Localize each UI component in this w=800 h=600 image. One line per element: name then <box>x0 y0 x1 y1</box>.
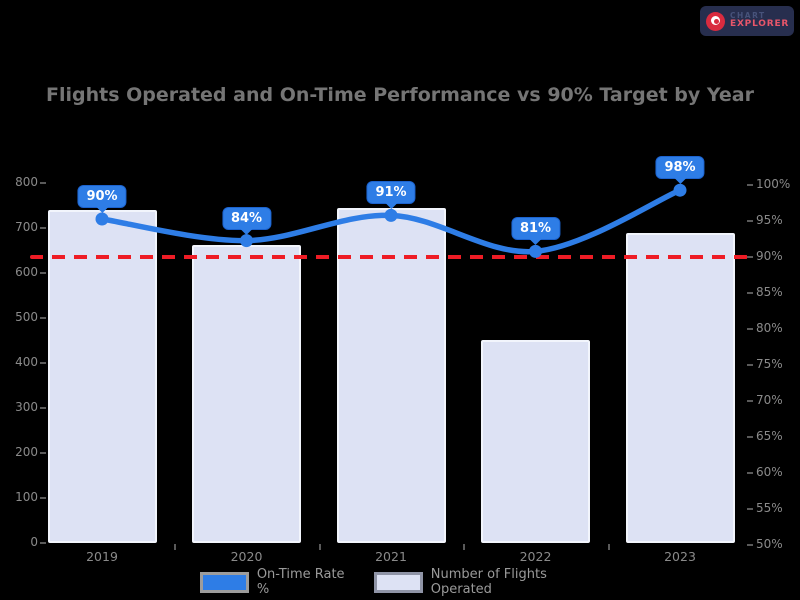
x-axis-tick <box>463 544 465 550</box>
bar <box>192 245 301 543</box>
left-axis-tick <box>40 227 46 229</box>
bar <box>625 232 735 543</box>
right-axis-tick-label: 50% <box>756 537 783 551</box>
chart-title: Flights Operated and On-Time Performance… <box>45 84 755 106</box>
left-axis-tick-label: 800 <box>15 175 38 189</box>
right-axis-tick-label: 95% <box>756 213 783 227</box>
data-label-bubble: 90% <box>77 185 127 208</box>
right-axis-tick <box>747 400 753 402</box>
data-label-bubble: 81% <box>510 217 561 241</box>
legend-swatch-line <box>200 571 249 593</box>
x-axis-label: 2023 <box>664 549 696 564</box>
x-axis-tick <box>607 544 610 550</box>
right-axis-tick-label: 70% <box>756 393 783 407</box>
left-axis-tick-label: 500 <box>15 310 38 324</box>
left-axis-tick <box>40 407 46 409</box>
x-axis-tick <box>174 544 176 550</box>
legend-label-line: On-Time Rate % <box>256 567 345 597</box>
brand-swirl-icon <box>706 11 725 31</box>
right-axis-tick <box>747 292 753 294</box>
left-axis-tick-label: 0 <box>30 535 38 549</box>
right-axis-tick-label: 55% <box>756 501 783 515</box>
x-axis-label: 2021 <box>375 549 407 564</box>
legend-item-line[interactable]: On-Time Rate % <box>200 567 354 597</box>
x-axis-label: 2022 <box>519 549 552 564</box>
legend-item-bars[interactable]: Number of Flights Operated <box>373 567 600 597</box>
brand-line1: CHART <box>730 10 766 20</box>
right-axis-tick-label: 65% <box>756 429 783 443</box>
left-axis-tick-label: 100 <box>15 490 38 504</box>
data-label-bubble: 91% <box>366 181 416 205</box>
right-axis-tick <box>747 544 753 546</box>
right-axis-tick-label: 100% <box>756 177 791 191</box>
right-axis-tick <box>747 220 753 222</box>
left-axis-tick-label: 400 <box>15 355 38 369</box>
right-axis-tick-label: 80% <box>756 321 783 335</box>
data-label-bubble: 98% <box>655 156 705 180</box>
brand-logo: CHART EXPLORER <box>700 6 794 36</box>
target-dashed-line <box>30 255 748 259</box>
right-axis-tick <box>747 328 753 330</box>
right-axis-tick <box>747 508 753 510</box>
x-axis-label: 2020 <box>230 549 263 564</box>
bar <box>336 208 446 543</box>
legend-swatch-bars <box>373 571 423 593</box>
line-marker <box>673 183 687 197</box>
left-axis-tick <box>40 182 46 184</box>
left-axis-tick-label: 300 <box>15 400 38 414</box>
left-axis-tick <box>40 452 46 454</box>
brand-line2: EXPLORER <box>730 19 790 30</box>
right-axis-tick-label: 90% <box>756 249 783 263</box>
x-axis-tick <box>318 544 321 550</box>
legend: On-Time Rate % Number of Flights Operate… <box>200 567 600 597</box>
left-axis-tick <box>40 272 46 274</box>
right-axis-tick-label: 60% <box>756 465 783 479</box>
x-axis-label: 2019 <box>86 549 118 564</box>
bar <box>47 210 157 543</box>
right-axis-tick <box>747 364 753 366</box>
right-axis-tick <box>747 184 753 186</box>
left-axis-tick <box>40 542 46 544</box>
right-axis-tick <box>747 436 753 438</box>
legend-label-bars: Number of Flights Operated <box>430 567 547 597</box>
data-label-bubble: 84% <box>221 206 272 230</box>
right-axis-tick <box>747 256 753 258</box>
left-axis-tick-label: 700 <box>15 220 38 234</box>
left-axis-tick <box>40 362 46 364</box>
right-axis-tick <box>747 472 753 474</box>
brand-text: CHART EXPLORER <box>730 10 790 30</box>
right-axis-tick-label: 85% <box>756 285 783 299</box>
right-axis-tick-label: 75% <box>756 357 783 371</box>
left-axis-tick-label: 600 <box>15 265 38 279</box>
bar <box>481 339 590 543</box>
left-axis-tick <box>40 317 46 319</box>
left-axis-tick <box>40 497 46 499</box>
left-axis-tick-label: 200 <box>15 445 38 459</box>
